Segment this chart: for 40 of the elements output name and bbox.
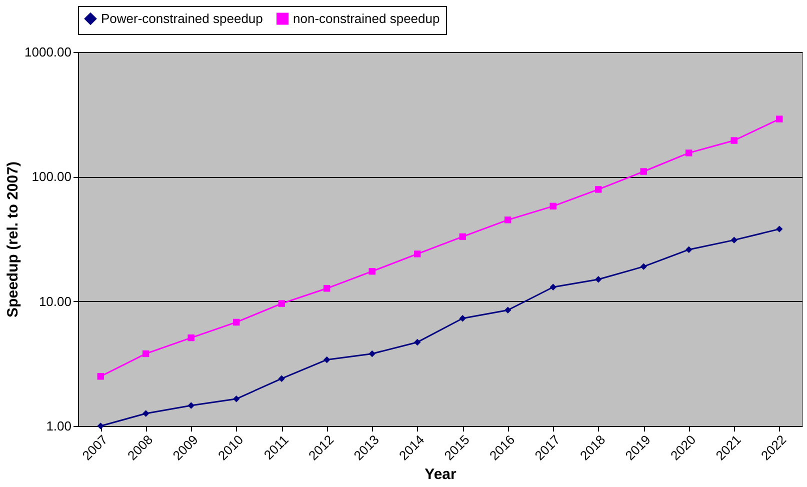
x-axis-title: Year [424,466,457,484]
legend-label: non-constrained speedup [293,10,440,26]
point [504,306,512,314]
point [595,186,602,193]
point [368,268,376,275]
point [550,284,556,290]
point [504,216,512,224]
point [233,396,240,402]
point [414,250,421,258]
point [459,315,466,322]
point [188,402,194,409]
y-axis-title: Speedup (rel. to 2007) [4,162,22,318]
point [776,226,783,232]
point [278,375,285,382]
point [233,318,240,326]
point [459,233,466,240]
point [640,263,647,270]
point [324,356,330,364]
point [730,236,738,244]
point [776,116,783,122]
point [640,168,647,175]
legend-label: Power-constrained speedup [101,10,263,26]
point [686,246,692,253]
y-tick-label: 1000.00 [24,44,72,60]
y-tick-label: 10.00 [38,294,72,309]
point [686,150,692,156]
point [97,422,104,430]
point [142,350,150,358]
point [278,300,285,307]
y-tick-label: 1.00 [46,418,72,434]
point [97,373,104,380]
point [550,202,556,210]
point [414,338,421,346]
point [730,137,738,144]
point [595,276,602,283]
point [368,350,376,358]
point [324,285,330,292]
y-tick-label: 100.00 [32,169,72,184]
point [188,334,194,342]
point [142,410,150,417]
